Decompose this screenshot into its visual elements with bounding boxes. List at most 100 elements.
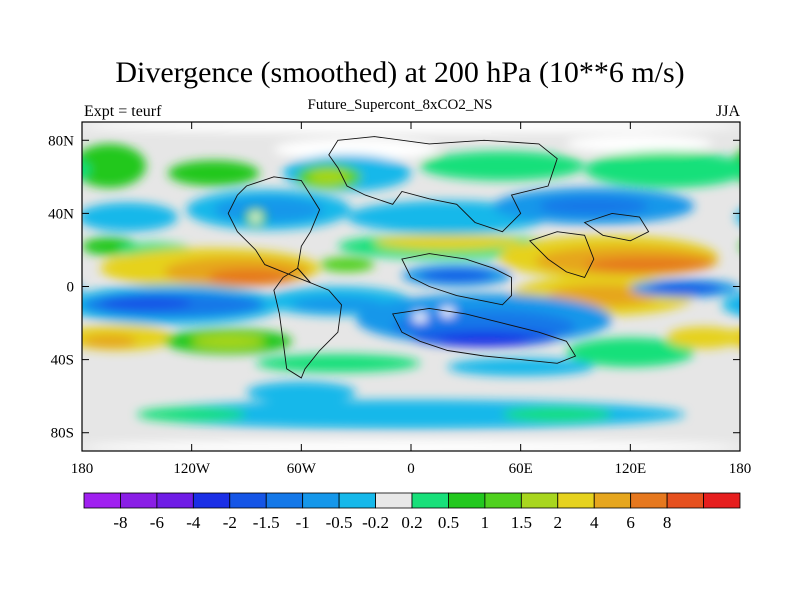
divergence-field-29 [319,257,375,272]
colorbar-swatch-15 [630,492,668,509]
divergence-field-25 [584,257,713,272]
colorbar-swatch-3 [192,492,231,509]
divergence-field-1 [0,440,82,455]
x-tick-label: 180 [729,461,752,477]
divergence-field-0 [0,118,82,133]
colorbar-label: 6 [626,513,635,532]
y-axis: 80N 40N 0 40S 80S [48,133,740,442]
divergence-field-22 [374,235,521,250]
divergence-field-13 [213,196,324,223]
divergence-field-45 [412,313,428,323]
chart-subtitle: Future_Supercont_8xCO2_NS [307,97,493,113]
divergence-field-54 [447,357,594,377]
divergence-field-48 [82,334,137,348]
divergence-field-52 [666,326,740,349]
season-label: JJA [715,103,740,120]
divergence-field-46 [440,307,455,317]
divergence-field-58 [502,407,613,422]
divergence-field-40 [292,297,384,313]
coastlines [227,136,650,379]
divergence-field-53 [255,354,421,373]
divergence-field-19 [740,237,795,255]
colorbar-swatch-1 [120,492,158,509]
divergence-field-57 [136,407,247,422]
experiment-label: Expt = teurf [84,103,162,120]
colorbar-swatch-5 [265,492,304,509]
divergence-field-38 [100,295,192,311]
y-tick-label: 80N [48,133,74,149]
colorbar-swatch-8 [375,492,413,509]
x-tick-label: 60E [509,461,533,477]
colorbar-swatch-0 [83,492,121,509]
divergence-field-36 [721,293,740,316]
divergence-field-35 [0,283,64,294]
y-tick-label: 40S [51,353,74,369]
divergence-field-4 [730,151,740,181]
divergence-field-8 [584,151,740,188]
divergence-field-52 [9,327,82,349]
coastline-6 [583,212,650,242]
y-tick-label: 0 [67,280,75,296]
divergence-field-37 [740,292,800,318]
colorbar-label: 4 [590,513,599,532]
divergence-field-18 [250,212,262,222]
x-tick-label: 120W [173,461,211,477]
divergence-field-16 [538,196,649,216]
x-tick-label: 180 [71,461,94,477]
x-tick-label: 120E [614,461,646,477]
colorbar-label: -0.5 [326,513,353,532]
divergence-field-3 [566,134,713,154]
divergence-field-38 [758,296,800,311]
colorbar-swatch-17 [703,492,741,509]
divergence-field-7 [420,151,585,181]
divergence-field-51 [566,337,695,367]
colorbar-label: -2 [223,513,237,532]
colorbar-label: 2 [554,513,563,532]
colorbar-label: -6 [150,513,164,532]
x-tick-label: 60W [287,461,317,477]
colorbar-swatch-9 [411,492,449,509]
colorbar-label: -8 [113,513,127,532]
divergence-field-11 [735,210,740,224]
divergence-field-44 [438,335,530,347]
y-tick-label: 40N [48,206,74,222]
divergence-field-5 [167,160,260,186]
x-axis: 180 120W 60W 0 60E 120E 180 [71,122,752,477]
divergence-field-33 [548,284,658,307]
colorbar-label: 1 [481,513,490,532]
divergence-field-56 [136,399,686,430]
divergence-field-8 [82,161,92,178]
colorbar-swatch-2 [156,492,194,509]
colorbar-swatch-10 [448,492,486,509]
colorbar-swatch-12 [520,492,559,509]
colorbar-swatch-4 [229,492,267,509]
divergence-field-26 [758,248,800,288]
coastline-5 [528,231,595,278]
x-tick-label: 0 [407,461,415,477]
colorbar-label: -0.2 [362,513,389,532]
colorbar-label: -1.5 [253,513,280,532]
divergence-field-11 [82,202,178,232]
colorbar-swatch-16 [666,492,704,509]
y-tick-label: 80S [51,426,74,442]
chart-title: Divergence (smoothed) at 200 hPa (10**6 … [115,56,685,89]
divergence-field-0 [740,118,800,133]
coastline-2 [273,267,342,379]
colorbar-swatch-14 [593,492,632,509]
divergence-field-1 [740,440,800,455]
divergence-field-31 [420,270,494,282]
colorbar-label: 8 [663,513,672,532]
divergence-field-2 [273,138,439,161]
colorbar-label: 0.2 [401,513,422,532]
colorbar-label: -1 [296,513,310,532]
divergence-field-10 [308,169,349,185]
colorbar-swatch-13 [557,492,595,509]
colorbar: -8 -6 -4 -2 -1.5 -1 -0.5 -0.2 0.2 0.5 1 1.5 2 4 6 8 [83,492,741,532]
divergence-field-55 [246,381,357,404]
divergence-field-48 [740,335,795,348]
colorbar-swatch-6 [302,492,340,509]
divergence-field-50 [191,334,265,349]
divergence-field-28 [208,269,293,286]
coastline-0 [328,136,558,233]
